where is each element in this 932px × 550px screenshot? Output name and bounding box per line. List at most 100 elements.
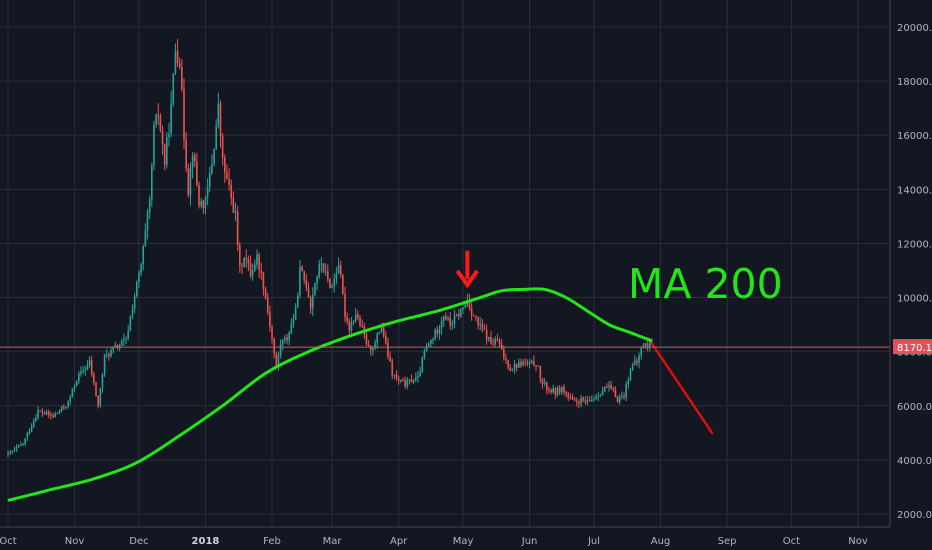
arrow-head [455, 269, 479, 289]
candle-body [412, 380, 415, 383]
candle-body [584, 400, 587, 403]
projection-line [650, 342, 714, 435]
candle-body [354, 314, 357, 322]
candle-body [63, 406, 65, 408]
y-tick-label: 6000.0 [897, 402, 932, 413]
candle-body [39, 410, 41, 412]
candle-body [449, 317, 451, 326]
candle-body [75, 381, 78, 387]
candle-body [80, 371, 82, 374]
candle-body [535, 365, 537, 367]
candle-body [71, 388, 74, 397]
candle-body [361, 325, 363, 327]
candle-body [518, 362, 520, 368]
candle-body [490, 337, 492, 344]
x-tick-label: Nov [65, 536, 85, 547]
candle-body [550, 389, 552, 393]
candle-body [206, 186, 209, 197]
candle-body [425, 346, 428, 351]
price-tag-label: 8170.1 [897, 343, 932, 354]
candle-body [172, 73, 175, 104]
candle-body [335, 273, 338, 280]
candle-body [309, 297, 312, 309]
candle-body [123, 339, 125, 342]
candle-body [204, 196, 207, 209]
candle-body [503, 349, 505, 359]
candle-body [400, 380, 402, 382]
candle-body [485, 329, 488, 340]
x-tick-label: Oct [783, 536, 800, 547]
candle-body [430, 339, 432, 344]
candle-body [339, 265, 342, 275]
candle-body [436, 330, 439, 334]
candle-body [599, 395, 602, 397]
candle-body [408, 379, 411, 381]
candle-body [254, 264, 256, 271]
candle-body [560, 386, 563, 393]
candle-body [142, 246, 145, 265]
candle-body [108, 354, 110, 357]
candle-body [97, 395, 99, 406]
y-tick-label: 20000.0 [897, 23, 932, 34]
candle-body [200, 200, 202, 206]
candle-body [17, 445, 20, 448]
candle-body [580, 397, 582, 404]
candle-body [24, 438, 26, 444]
ma-200-label: MA 200 [628, 260, 783, 308]
candle-body [217, 103, 220, 126]
candle-body [625, 384, 627, 398]
candle-body [350, 322, 353, 331]
candle-body [239, 244, 241, 266]
candle-body [294, 306, 297, 320]
candle-body [30, 426, 33, 432]
candle-body [288, 332, 290, 341]
candle-body [301, 266, 303, 272]
candle-body [52, 415, 54, 417]
candle-body [236, 211, 239, 245]
candle-body [638, 355, 640, 363]
candle-body [631, 364, 634, 371]
candle-body [181, 67, 183, 90]
candle-body [451, 323, 454, 326]
candle-body [419, 372, 421, 376]
candle-body [629, 370, 632, 381]
candle-body [552, 388, 555, 393]
candle-body [369, 345, 372, 351]
candle-body [442, 316, 445, 322]
candle-body [365, 334, 368, 345]
candle-body [586, 400, 589, 403]
candle-body [389, 356, 391, 362]
candle-body [563, 386, 565, 392]
candle-body [526, 362, 529, 364]
candle-body [520, 362, 522, 366]
candle-body [198, 185, 200, 206]
candle-body [110, 350, 112, 357]
candle-body [530, 361, 533, 363]
candle-body [228, 178, 230, 185]
candle-body [618, 396, 621, 402]
candle-body [427, 343, 430, 347]
candle-body [58, 411, 61, 413]
candle-body [595, 396, 597, 400]
y-axis[interactable]: 2000.04000.06000.08000.010000.012000.014… [889, 0, 932, 527]
candle-body [45, 411, 48, 415]
candle-body [593, 399, 595, 401]
candle-body [249, 263, 252, 276]
candle-body [376, 334, 378, 343]
candle-body [554, 388, 557, 395]
candle-body [146, 212, 149, 231]
candle-body [359, 317, 361, 326]
candle-body [496, 338, 499, 341]
x-axis[interactable]: Oct Nov Dec 2018 Feb Mar Apr May Jun Jul Aug Sep Oct… [0, 526, 890, 547]
candle-body [86, 364, 89, 370]
x-tick-label: May [453, 536, 474, 547]
candle-body [105, 354, 108, 356]
ma-200-line [7, 287, 653, 502]
candle-body [468, 300, 471, 309]
candle-body [415, 377, 417, 381]
candle-body [311, 294, 314, 309]
candle-body [327, 271, 329, 280]
candle-body [460, 309, 462, 317]
candle-body [305, 279, 308, 288]
